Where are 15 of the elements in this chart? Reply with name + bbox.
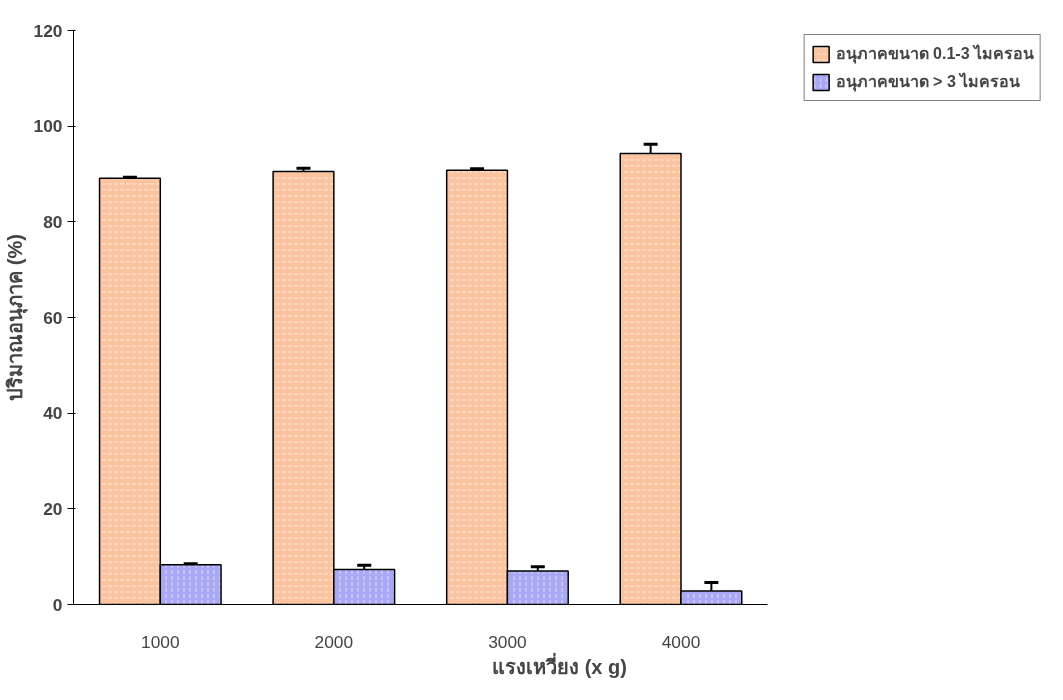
- x-tick-label: 2000: [314, 631, 354, 652]
- y-tick-label: 40: [43, 403, 63, 424]
- y-tick-label: 80: [43, 211, 63, 232]
- legend-label: อนุภาคขนาด 0.1-3 ไมครอน: [835, 43, 1034, 66]
- x-tick-label: 3000: [488, 631, 527, 652]
- y-axis-title: ปริมาณอนุภาค (%): [3, 234, 28, 401]
- y-tick-label: 0: [52, 594, 63, 615]
- y-tick-label: 100: [33, 116, 63, 137]
- x-tick-label: 4000: [661, 631, 701, 652]
- y-tick-label: 20: [43, 498, 63, 519]
- x-axis-title: แรงเหวี่ยง (x g): [492, 651, 627, 678]
- y-tick-label: 120: [33, 20, 63, 41]
- y-tick-label: 60: [43, 307, 63, 328]
- legend-label: อนุภาคขนาด > 3 ไมครอน: [835, 71, 1021, 94]
- x-tick-label: 1000: [141, 631, 180, 652]
